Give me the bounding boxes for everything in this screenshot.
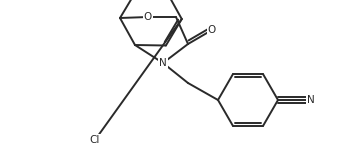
Text: N: N bbox=[307, 95, 315, 105]
Text: O: O bbox=[208, 25, 216, 35]
Text: Cl: Cl bbox=[90, 135, 100, 145]
Text: N: N bbox=[159, 58, 167, 68]
Text: O: O bbox=[144, 12, 152, 22]
